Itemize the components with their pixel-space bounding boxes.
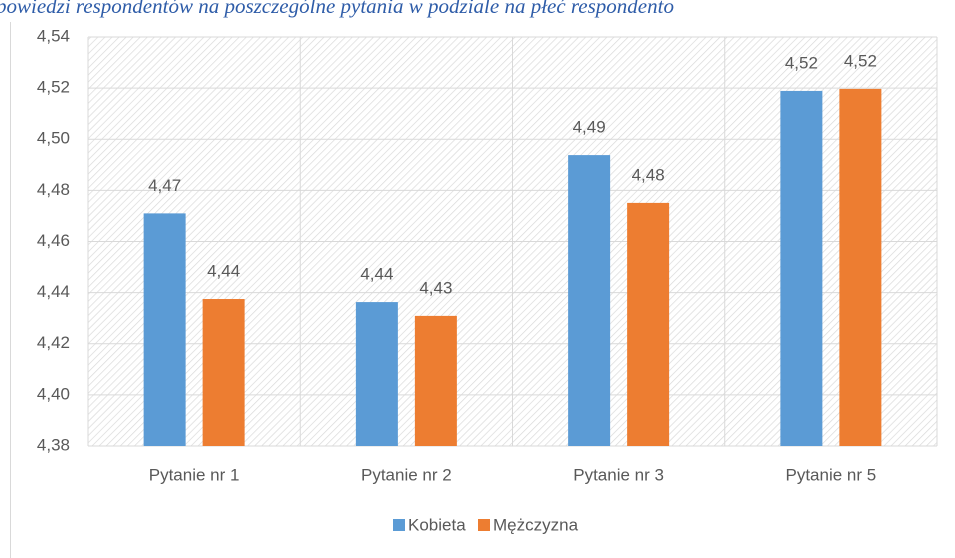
y-tick-label: 4,48: [37, 180, 70, 199]
bar: [202, 299, 245, 446]
y-tick-label: 4,50: [37, 129, 70, 148]
data-label: 4,47: [148, 176, 181, 195]
data-label: 4,48: [632, 165, 665, 184]
data-label: 4,52: [785, 53, 818, 72]
data-label: 4,52: [844, 51, 877, 70]
data-label: 4,49: [573, 118, 606, 137]
chart-title: powiedzi respondentów na poszczególne py…: [0, 0, 674, 18]
bar: [568, 155, 611, 446]
bar: [839, 88, 882, 446]
bar: [355, 302, 398, 446]
legend-label: Mężczyzna: [493, 515, 579, 534]
legend-label: Kobieta: [408, 515, 466, 534]
x-tick-label: Pytanie nr 3: [573, 465, 664, 484]
data-label: 4,43: [419, 278, 452, 297]
bar: [780, 90, 823, 446]
legend-swatch: [393, 519, 405, 531]
x-tick-label: Pytanie nr 1: [149, 465, 240, 484]
bar: [627, 202, 670, 446]
x-tick-label: Pytanie nr 2: [361, 465, 452, 484]
data-label: 4,44: [360, 265, 393, 284]
bar: [143, 213, 186, 446]
y-tick-label: 4,42: [37, 333, 70, 352]
y-tick-label: 4,40: [37, 384, 70, 403]
bar: [414, 315, 457, 446]
y-tick-label: 4,46: [37, 231, 70, 250]
y-tick-label: 4,44: [37, 282, 70, 301]
legend-swatch: [478, 519, 490, 531]
data-label: 4,44: [207, 262, 240, 281]
x-tick-label: Pytanie nr 5: [786, 465, 877, 484]
y-tick-label: 4,38: [37, 435, 70, 454]
y-tick-label: 4,52: [37, 78, 70, 97]
y-tick-label: 4,54: [37, 26, 70, 45]
